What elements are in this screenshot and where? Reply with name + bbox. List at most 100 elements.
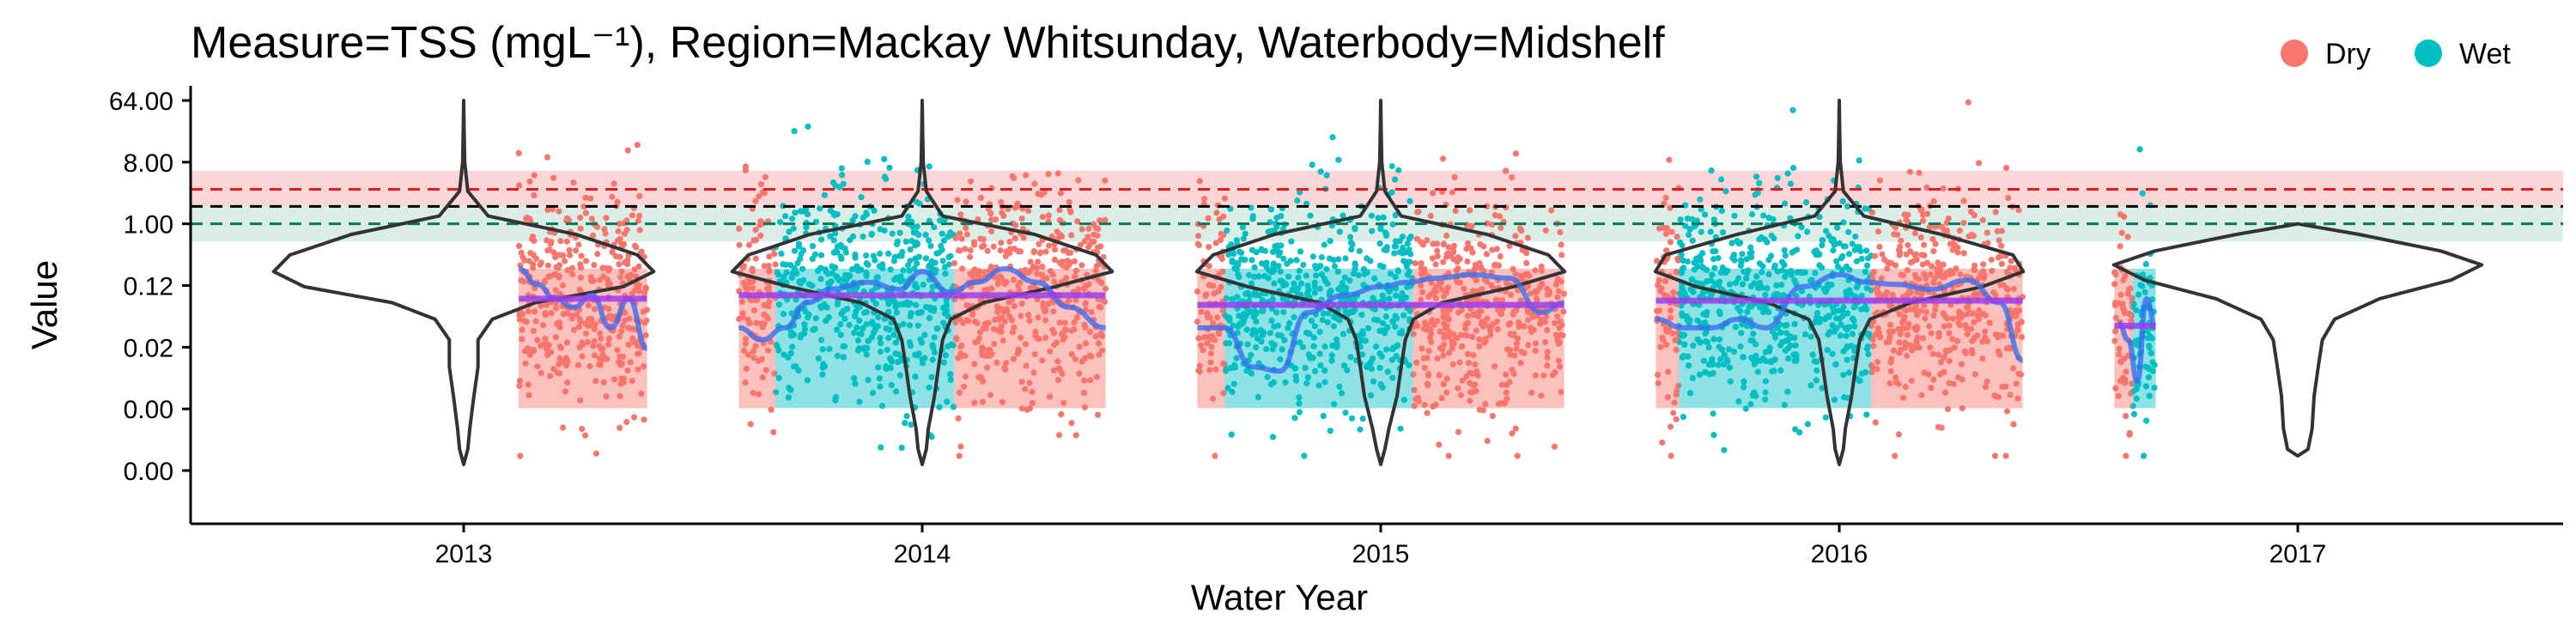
data-point bbox=[516, 382, 523, 389]
x-tick-label: 2015 bbox=[1352, 540, 1410, 568]
data-point bbox=[563, 339, 571, 346]
data-point bbox=[1872, 419, 1879, 426]
data-point bbox=[1782, 200, 1789, 207]
data-point bbox=[1031, 180, 1038, 187]
data-point bbox=[745, 351, 752, 358]
data-point bbox=[590, 232, 597, 239]
data-point bbox=[856, 398, 863, 405]
data-point bbox=[1249, 257, 1255, 264]
data-point bbox=[1796, 429, 1803, 436]
data-point bbox=[928, 374, 935, 380]
data-point bbox=[605, 341, 612, 348]
data-point bbox=[1348, 415, 1356, 422]
data-point bbox=[1002, 366, 1009, 373]
data-point bbox=[875, 364, 882, 371]
data-point bbox=[970, 241, 978, 248]
data-point bbox=[800, 208, 807, 215]
data-point bbox=[890, 258, 897, 264]
data-point bbox=[1971, 212, 1978, 219]
data-point bbox=[753, 319, 760, 326]
data-point bbox=[596, 355, 604, 362]
data-point bbox=[965, 318, 972, 325]
data-point bbox=[1316, 328, 1323, 335]
data-point bbox=[614, 237, 622, 244]
data-point bbox=[599, 264, 606, 271]
data-point bbox=[969, 312, 976, 319]
data-point bbox=[606, 313, 613, 319]
data-point bbox=[1436, 441, 1443, 448]
data-point bbox=[756, 391, 762, 398]
data-point bbox=[531, 191, 538, 199]
data-point bbox=[777, 219, 784, 226]
data-point bbox=[1876, 177, 1884, 184]
data-point bbox=[1278, 213, 1285, 220]
data-point bbox=[926, 263, 933, 270]
data-point bbox=[878, 444, 884, 451]
data-point bbox=[1296, 409, 1303, 416]
data-point bbox=[775, 374, 782, 381]
y-tick-label: 0.00 bbox=[124, 396, 173, 424]
data-point bbox=[1045, 242, 1053, 249]
data-point bbox=[1406, 258, 1413, 265]
data-point bbox=[998, 198, 1005, 205]
data-point bbox=[622, 309, 629, 316]
data-point bbox=[877, 226, 884, 233]
data-point bbox=[879, 264, 886, 271]
data-point bbox=[1288, 238, 1295, 245]
data-point bbox=[766, 298, 773, 305]
data-point bbox=[1082, 340, 1089, 347]
data-point bbox=[1220, 390, 1227, 397]
data-point bbox=[1102, 177, 1109, 184]
data-point bbox=[1920, 211, 1927, 218]
data-point bbox=[1790, 248, 1797, 255]
data-point bbox=[1088, 308, 1095, 316]
data-point bbox=[755, 357, 762, 364]
data-point bbox=[1058, 410, 1065, 418]
data-point bbox=[569, 270, 576, 277]
data-point bbox=[1753, 173, 1760, 180]
data-point bbox=[1822, 414, 1829, 421]
data-point bbox=[886, 164, 893, 171]
data-point bbox=[563, 361, 570, 369]
data-point bbox=[1377, 226, 1384, 233]
data-point bbox=[892, 339, 899, 346]
data-point bbox=[820, 361, 827, 368]
data-point bbox=[1335, 256, 1342, 263]
data-point bbox=[750, 348, 757, 355]
data-point bbox=[917, 336, 924, 343]
data-point bbox=[556, 361, 562, 368]
data-point bbox=[951, 260, 958, 267]
data-point bbox=[849, 217, 856, 224]
data-point bbox=[642, 285, 649, 292]
data-point bbox=[584, 338, 592, 346]
data-point bbox=[943, 302, 950, 309]
data-point bbox=[1233, 237, 1240, 244]
y-tick-label: 0.00 bbox=[124, 458, 173, 486]
data-point bbox=[1091, 231, 1097, 238]
data-point bbox=[791, 128, 798, 135]
data-point bbox=[636, 227, 643, 234]
data-point bbox=[1026, 380, 1033, 386]
data-point bbox=[881, 155, 888, 162]
data-point bbox=[549, 206, 556, 213]
data-point bbox=[1037, 249, 1044, 256]
data-point bbox=[905, 213, 912, 220]
data-point bbox=[1076, 370, 1083, 377]
data-point bbox=[1670, 410, 1677, 416]
data-point bbox=[913, 301, 920, 308]
data-point bbox=[1269, 434, 1277, 440]
data-point bbox=[946, 232, 953, 240]
data-point bbox=[938, 242, 945, 250]
data-point bbox=[858, 194, 865, 201]
data-point bbox=[801, 325, 809, 332]
data-point bbox=[1320, 412, 1327, 419]
data-point bbox=[1084, 244, 1092, 251]
data-point bbox=[1237, 249, 1245, 256]
data-point bbox=[1782, 252, 1789, 259]
data-point bbox=[1074, 218, 1081, 225]
data-point bbox=[1804, 421, 1811, 428]
data-point bbox=[1708, 167, 1715, 174]
data-point bbox=[1960, 220, 1967, 227]
data-point bbox=[635, 263, 642, 270]
data-point bbox=[1042, 334, 1049, 342]
